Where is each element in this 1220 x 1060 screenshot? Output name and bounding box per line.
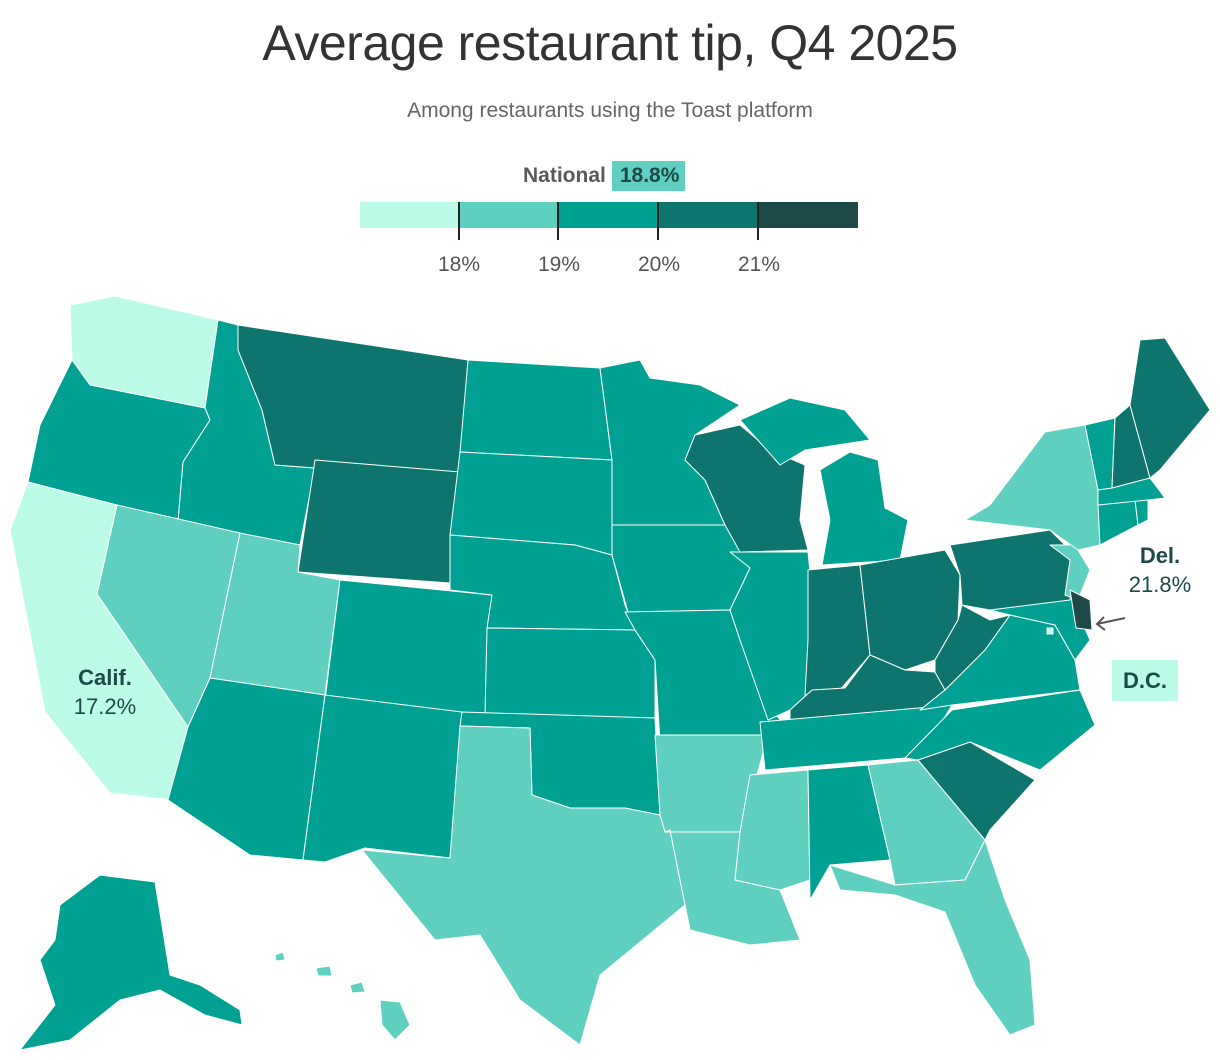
national-average: National 18.8%: [523, 159, 686, 193]
legend-bin-2: [559, 202, 659, 228]
state-MI: [739, 397, 909, 566]
legend-tick-label: 19%: [537, 253, 581, 276]
state-PA: [949, 529, 1076, 611]
national-label: National: [523, 164, 606, 187]
legend-tick: [557, 202, 559, 240]
label-california-value: 17.2%: [73, 694, 137, 719]
legend-tick: [757, 202, 759, 240]
legend-bin-0: [360, 202, 460, 228]
legend-tick: [458, 202, 460, 240]
state-DC: [1046, 627, 1054, 635]
chart-subtitle: Among restaurants using the Toast platfo…: [407, 99, 813, 122]
delaware-pointer-arrow: [1095, 616, 1126, 631]
state-AL: [807, 764, 891, 901]
label-delaware-name: Del.: [1139, 543, 1181, 568]
label-california: Calif. 17.2%: [50, 663, 160, 721]
state-ME: [1129, 337, 1211, 479]
state-NY: [964, 424, 1101, 551]
legend-tick: [657, 202, 659, 240]
state-FL: [829, 839, 1036, 1036]
state-AK: [19, 874, 243, 1051]
state-TX: [361, 725, 686, 1046]
label-delaware: Del. 21.8%: [1110, 541, 1210, 599]
us-state-map: [9, 295, 1211, 1051]
state-IA: [611, 524, 751, 613]
label-dc: D.C.: [1112, 660, 1178, 701]
legend-tick-label: 21%: [737, 253, 781, 276]
state-KS: [484, 627, 656, 719]
color-legend: [360, 202, 858, 228]
state-HI: [274, 951, 411, 1041]
chart-title: Average restaurant tip, Q4 2025: [262, 15, 958, 71]
legend-bin-1: [459, 202, 560, 228]
state-DE: [1069, 589, 1093, 631]
state-IL: [729, 551, 813, 721]
label-california-name: Calif.: [78, 665, 132, 690]
legend-bin-3: [658, 202, 759, 228]
label-delaware-value: 21.8%: [1128, 572, 1192, 597]
state-CT: [1097, 499, 1139, 546]
state-NM: [302, 694, 463, 863]
legend-bin-4: [758, 202, 858, 228]
national-value: 18.8%: [611, 161, 686, 191]
state-CO: [324, 579, 493, 717]
state-WY: [297, 459, 461, 584]
legend-tick-label: 18%: [437, 253, 481, 276]
legend-tick-label: 20%: [637, 253, 681, 276]
state-NC: [904, 689, 1096, 771]
state-ND: [459, 359, 613, 461]
